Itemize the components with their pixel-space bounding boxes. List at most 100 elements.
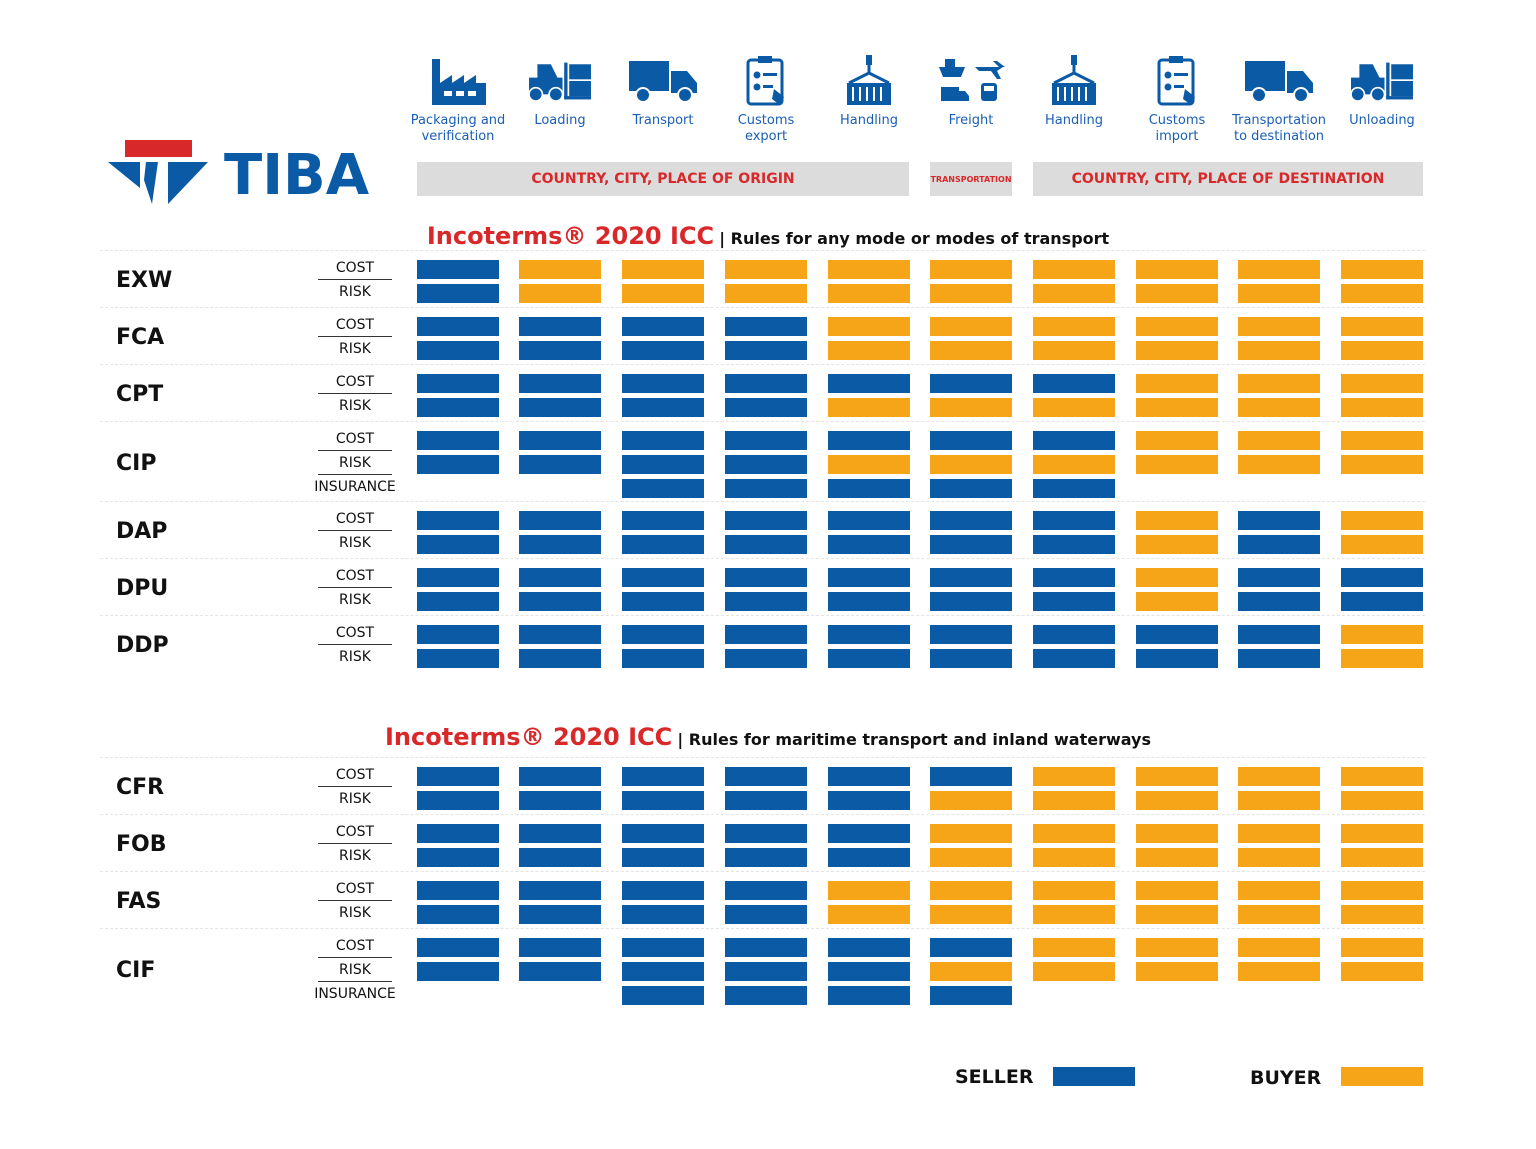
dap-cost-seller-bar	[622, 511, 704, 530]
fas-cost-seller-bar	[519, 881, 601, 900]
fas-risk-buyer-bar	[1136, 905, 1218, 924]
dap-cost-seller-bar	[930, 511, 1012, 530]
cif-risk-seller-bar	[828, 962, 910, 981]
cif-cost-seller-bar	[519, 938, 601, 957]
cif-risk-seller-bar	[622, 962, 704, 981]
destination-band: COUNTRY, CITY, PLACE OF DESTINATION	[1033, 162, 1423, 196]
dap-risk-seller-bar	[930, 535, 1012, 554]
dpu-risk-seller-bar	[1238, 592, 1320, 611]
dap-cost-seller-bar	[828, 511, 910, 530]
fca-cost-seller-bar	[417, 317, 499, 336]
cip-cost-seller-bar	[930, 431, 1012, 450]
fas-risk-seller-bar	[519, 905, 601, 924]
cost-label: COST	[300, 568, 410, 588]
dpu-risk-seller-bar	[828, 592, 910, 611]
freight-modes-icon	[919, 55, 1023, 107]
cpt-cost-seller-bar	[828, 374, 910, 393]
cpt-cost-seller-bar	[417, 374, 499, 393]
svg-text:TIBA: TIBA	[224, 143, 370, 206]
cip-risk-buyer-bar	[1136, 455, 1218, 474]
risk-label: RISK	[339, 284, 371, 300]
exw-risk-buyer-bar	[930, 284, 1012, 303]
cif-insurance-seller-bar	[725, 986, 807, 1005]
fas-cost-buyer-bar	[930, 881, 1012, 900]
cif-risk-buyer-bar	[1238, 962, 1320, 981]
cip-cost-seller-bar	[519, 431, 601, 450]
clipboard-icon	[1125, 55, 1229, 107]
cip-cost-buyer-bar	[1341, 431, 1423, 450]
ddp-cost-seller-bar	[519, 625, 601, 644]
row-divider	[100, 871, 1425, 872]
ddp-cost-seller-bar	[930, 625, 1012, 644]
legend-seller-swatch	[1053, 1067, 1135, 1086]
dap-risk-seller-bar	[417, 535, 499, 554]
row-divider	[100, 501, 1425, 502]
cfr-cost-seller-bar	[828, 767, 910, 786]
fob-cost-seller-bar	[828, 824, 910, 843]
ddp-risk-seller-bar	[930, 649, 1012, 668]
exw-cost-buyer-bar	[1136, 260, 1218, 279]
cif-cost-buyer-bar	[1033, 938, 1115, 957]
column-label: Handling	[1045, 113, 1103, 128]
cfr-cost-buyer-bar	[1033, 767, 1115, 786]
column-label: Handling	[840, 113, 898, 128]
exw-cost-buyer-bar	[725, 260, 807, 279]
column-label: Customs import	[1148, 113, 1206, 144]
ddp-cost-seller-bar	[828, 625, 910, 644]
row-divider	[100, 250, 1425, 251]
fob-cost-seller-bar	[417, 824, 499, 843]
fob-cost-buyer-bar	[1033, 824, 1115, 843]
dpu-risk-buyer-bar	[1136, 592, 1218, 611]
row-divider	[100, 558, 1425, 559]
fca-cost-buyer-bar	[930, 317, 1012, 336]
cpt-cost-buyer-bar	[1136, 374, 1218, 393]
dap-risk-seller-bar	[1238, 535, 1320, 554]
crane-container-icon	[817, 55, 921, 107]
cfr-cost-seller-bar	[622, 767, 704, 786]
column-header-1: Packaging and verification	[406, 55, 510, 145]
term-cfr: CFR	[116, 775, 165, 800]
dpu-cost-seller-bar	[930, 568, 1012, 587]
cfr-risk-seller-bar	[828, 791, 910, 810]
fob-risk-buyer-bar	[1238, 848, 1320, 867]
cfr-risk-buyer-bar	[1238, 791, 1320, 810]
cif-risk-buyer-bar	[1136, 962, 1218, 981]
cif-insurance-seller-bar	[622, 986, 704, 1005]
dap-risk-seller-bar	[828, 535, 910, 554]
column-label: Freight	[948, 113, 994, 128]
cfr-risk-seller-bar	[725, 791, 807, 810]
origin-band: COUNTRY, CITY, PLACE OF ORIGIN	[417, 162, 909, 196]
column-label: Unloading	[1349, 113, 1415, 128]
dap-risk-buyer-bar	[1341, 535, 1423, 554]
fas-cost-buyer-bar	[1341, 881, 1423, 900]
factory-icon	[406, 55, 510, 107]
cfr-risk-buyer-bar	[1341, 791, 1423, 810]
exw-risk-buyer-bar	[519, 284, 601, 303]
fas-cost-seller-bar	[725, 881, 807, 900]
ddp-risk-seller-bar	[1033, 649, 1115, 668]
column-header-7: Handling	[1022, 55, 1126, 129]
ddp-risk-seller-bar	[417, 649, 499, 668]
cpt-risk-seller-bar	[519, 398, 601, 417]
column-label: Transportation to destination	[1232, 113, 1326, 144]
cpt-risk-seller-bar	[417, 398, 499, 417]
section-title-maritime: Incoterms® 2020 ICC | Rules for maritime…	[384, 723, 1151, 751]
fob-risk-seller-bar	[622, 848, 704, 867]
cif-risk-buyer-bar	[1033, 962, 1115, 981]
ddp-risk-seller-bar	[519, 649, 601, 668]
exw-risk-buyer-bar	[1136, 284, 1218, 303]
fas-cost-seller-bar	[622, 881, 704, 900]
cfr-cost-seller-bar	[725, 767, 807, 786]
fca-risk-seller-bar	[622, 341, 704, 360]
dpu-cost-seller-bar	[519, 568, 601, 587]
exw-cost-buyer-bar	[1341, 260, 1423, 279]
cfr-cost-seller-bar	[519, 767, 601, 786]
column-label: Customs export	[737, 113, 795, 144]
forklift-icon	[1330, 55, 1434, 107]
cfr-cost-seller-bar	[417, 767, 499, 786]
dap-cost-buyer-bar	[1136, 511, 1218, 530]
cpt-cost-seller-bar	[930, 374, 1012, 393]
fas-risk-buyer-bar	[1238, 905, 1320, 924]
cif-cost-seller-bar	[622, 938, 704, 957]
risk-label: RISK	[339, 341, 371, 357]
